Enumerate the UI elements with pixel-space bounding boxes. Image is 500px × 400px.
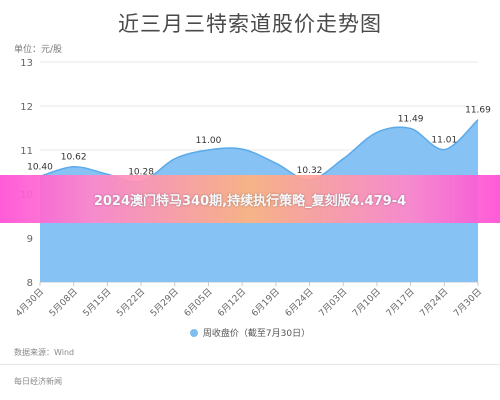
data-label: 11.00 [196, 136, 222, 146]
x-tick-label: 7月30日 [451, 286, 484, 319]
legend-series-label: 周收盘价（截至7月30日） [202, 329, 311, 339]
x-tick-label: 6月24日 [283, 286, 316, 319]
x-tick-label: 6月12日 [216, 286, 249, 319]
x-tick-label: 5月15日 [81, 286, 114, 319]
y-tick-label: 11 [20, 146, 33, 157]
y-tick-label: 12 [20, 102, 33, 113]
x-tick-label: 5月22日 [115, 286, 148, 319]
y-tick-label: 9 [27, 234, 33, 245]
x-tick-label: 7月24日 [418, 286, 451, 319]
footer-divider [0, 364, 500, 365]
overlay-banner[interactable]: 2024澳门特马340期,持续执行策略_复刻版4.479-4 [0, 175, 500, 223]
data-label: 11.69 [465, 106, 491, 116]
x-tick-label: 7月17日 [384, 286, 417, 319]
series-line [39, 119, 479, 183]
x-tick-label: 4月30日 [13, 286, 46, 319]
x-tick-label: 6月05日 [182, 286, 215, 319]
chart-title: 近三月三特索道股价走势图 [118, 12, 382, 36]
y-tick-label: 8 [27, 278, 33, 289]
data-label: 10.62 [61, 153, 87, 163]
legend-dot-icon [189, 328, 198, 337]
y-tick-label: 13 [20, 58, 33, 69]
x-tick-label: 7月10日 [350, 286, 383, 319]
x-tick-label: 7月03日 [317, 286, 350, 319]
x-tick-label: 5月29日 [148, 286, 181, 319]
data-label: 10.28 [128, 168, 154, 178]
x-tick-label: 6月19日 [249, 286, 282, 319]
data-label: 11.01 [431, 136, 457, 146]
data-label: 10.40 [27, 162, 53, 172]
x-tick-label: 5月08日 [47, 286, 80, 319]
unit-label: 单位：元/股 [14, 45, 63, 55]
footer-brand: 每日经济新闻 [14, 377, 62, 386]
data-label: 10.32 [297, 166, 323, 176]
banner-text: 2024澳门特马340期,持续执行策略_复刻版4.479-4 [93, 193, 407, 209]
data-label: 11.49 [398, 114, 424, 124]
source-note: 数据来源：Wind [14, 348, 75, 357]
legend: 周收盘价（截至7月30日） [0, 326, 500, 339]
